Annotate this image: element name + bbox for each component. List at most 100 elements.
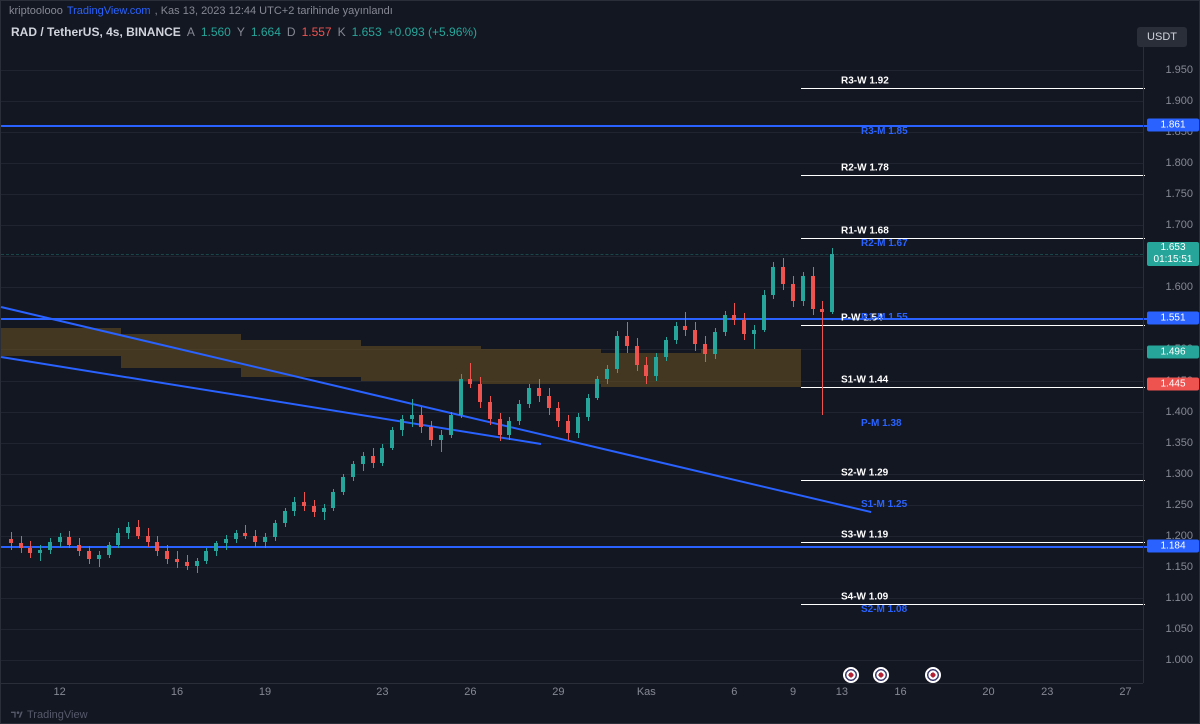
ohlc-high: 1.664 (251, 25, 281, 39)
pivot-line-weekly (801, 175, 1145, 176)
pivot-line-weekly (801, 325, 1145, 326)
pivot-label: S2-W 1.29 (841, 467, 888, 478)
xtick-label: 19 (259, 686, 271, 698)
brand-logo[interactable]: TradingView (11, 709, 88, 721)
chart-root: kriptoolooo TradingView.com , Kas 13, 20… (0, 0, 1200, 724)
ohlc-low: 1.557 (302, 25, 332, 39)
xtick-label: 12 (54, 686, 66, 698)
gridline (1, 101, 1143, 102)
pivot-label: S4-W 1.09 (841, 592, 888, 603)
chart-pane[interactable]: R3-W 1.92R2-W 1.78R1-W 1.68P-W 1.54S1-W … (1, 45, 1143, 683)
ytick-label: 1.050 (1165, 623, 1193, 635)
gridline (1, 225, 1143, 226)
pivot-label-monthly: R3-M 1.85 (861, 126, 908, 137)
tradingview-icon (11, 709, 23, 721)
ytick-label: 1.800 (1165, 157, 1193, 169)
time-axis[interactable]: 121619232629Kas691316202327 (1, 683, 1143, 703)
ytick-label: 1.350 (1165, 437, 1193, 449)
pivot-label-monthly: S1-M 1.25 (861, 499, 907, 510)
pivot-label-monthly: R2-M 1.67 (861, 238, 908, 249)
pivot-line-weekly (801, 88, 1145, 89)
gridline (1, 505, 1143, 506)
brand-text: TradingView (27, 709, 88, 721)
gridline (1, 412, 1143, 413)
ohlc-c-label: K (338, 25, 346, 39)
ytick-label: 1.400 (1165, 406, 1193, 418)
publish-site[interactable]: TradingView.com (67, 5, 151, 17)
pivot-label-monthly: R1-M 1.55 (861, 312, 908, 323)
ytick-label: 1.700 (1165, 219, 1193, 231)
price-box: 1.445 (1147, 377, 1199, 390)
gridline (1, 660, 1143, 661)
xtick-label: 16 (171, 686, 183, 698)
currency-button[interactable]: USDT (1137, 27, 1187, 47)
xtick-label: 6 (731, 686, 737, 698)
pivot-label: R3-W 1.92 (841, 76, 889, 87)
trend-line[interactable] (1, 306, 871, 513)
gridline (1, 70, 1143, 71)
ytick-label: 1.950 (1165, 64, 1193, 76)
gridline (1, 474, 1143, 475)
price-axis[interactable]: 1.0001.0501.1001.1501.2001.2501.3001.350… (1143, 45, 1199, 683)
ytick-label: 1.100 (1165, 592, 1193, 604)
xtick-label: 13 (836, 686, 848, 698)
legend: RAD / TetherUS, 4s, BINANCE A 1.560 Y 1.… (11, 25, 477, 39)
pivot-label: S1-W 1.44 (841, 374, 888, 385)
event-flag-us-icon[interactable] (843, 667, 859, 683)
symbol-name[interactable]: RAD / TetherUS, 4s, BINANCE (11, 25, 181, 39)
last-price-line (1, 254, 1143, 255)
ohlc-l-label: D (287, 25, 296, 39)
xtick-label: 20 (982, 686, 994, 698)
ohlc-change: +0.093 (+5.96%) (388, 25, 477, 39)
gridline (1, 567, 1143, 568)
horizontal-line[interactable] (1, 546, 1199, 548)
price-box: 1.496 (1147, 345, 1199, 358)
gridline (1, 163, 1143, 164)
pivot-label-monthly: S2-M 1.08 (861, 604, 907, 615)
ytick-label: 1.150 (1165, 561, 1193, 573)
pivot-label: S3-W 1.19 (841, 530, 888, 541)
publish-bar: kriptoolooo TradingView.com , Kas 13, 20… (1, 1, 1199, 21)
publish-rest: , Kas 13, 2023 12:44 UTC+2 tarihinde yay… (155, 5, 393, 17)
publish-user: kriptoolooo (9, 5, 63, 17)
pivot-label: R1-W 1.68 (841, 225, 889, 236)
xtick-label: Kas (637, 686, 656, 698)
xtick-label: 29 (552, 686, 564, 698)
ytick-label: 1.900 (1165, 95, 1193, 107)
gridline (1, 629, 1143, 630)
pivot-line-weekly (801, 480, 1145, 481)
ohlc-close: 1.653 (352, 25, 382, 39)
ichimoku-cloud (701, 349, 801, 386)
price-box: 1.551 (1147, 311, 1199, 324)
horizontal-line[interactable] (1, 318, 1199, 320)
xtick-label: 16 (894, 686, 906, 698)
horizontal-line[interactable] (1, 125, 1199, 127)
gridline (1, 194, 1143, 195)
event-flag-us-icon[interactable] (873, 667, 889, 683)
price-box: 1.65301:15:51 (1147, 242, 1199, 266)
ytick-label: 1.600 (1165, 281, 1193, 293)
ohlc-h-label: Y (237, 25, 245, 39)
xtick-label: 26 (464, 686, 476, 698)
ichimoku-cloud (241, 340, 361, 377)
ohlc-o-label: A (187, 25, 195, 39)
gridline (1, 256, 1143, 257)
event-flag-us-icon[interactable] (925, 667, 941, 683)
xtick-label: 23 (1041, 686, 1053, 698)
ichimoku-cloud (481, 349, 601, 383)
pivot-line-weekly (801, 387, 1145, 388)
ytick-label: 1.300 (1165, 468, 1193, 480)
pivot-label: R2-W 1.78 (841, 163, 889, 174)
gridline (1, 132, 1143, 133)
ytick-label: 1.000 (1165, 654, 1193, 666)
gridline (1, 287, 1143, 288)
xtick-label: 9 (790, 686, 796, 698)
pivot-line-weekly (801, 238, 1145, 239)
xtick-label: 27 (1119, 686, 1131, 698)
pivot-line-weekly (801, 604, 1145, 605)
price-box: 1.861 (1147, 119, 1199, 132)
ohlc-open: 1.560 (201, 25, 231, 39)
gridline (1, 598, 1143, 599)
price-box: 1.184 (1147, 539, 1199, 552)
pivot-label-monthly: P-M 1.38 (861, 418, 902, 429)
